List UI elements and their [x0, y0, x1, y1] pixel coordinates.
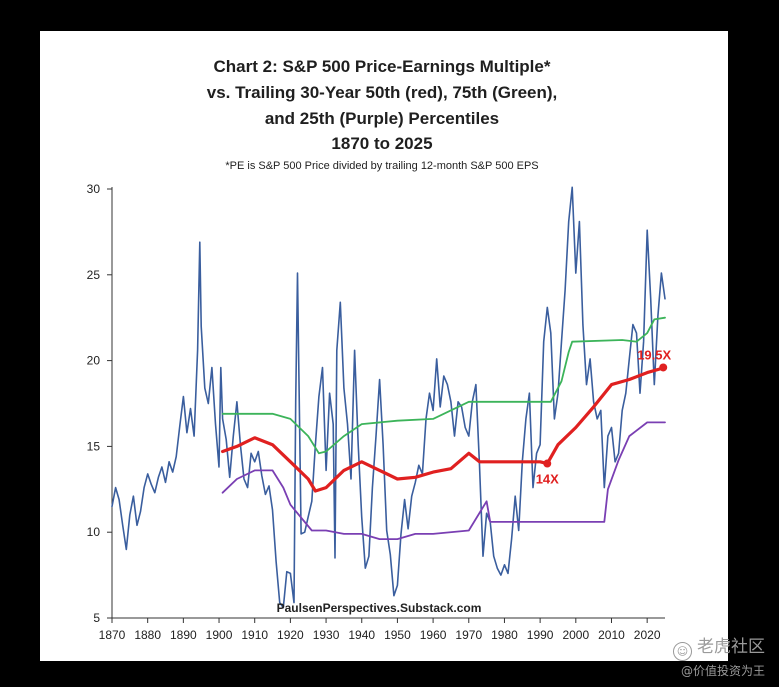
series-line-1: [221, 316, 666, 455]
x-tick-label: 1930: [313, 628, 340, 642]
x-tick-label: 1870: [99, 628, 126, 642]
annotation-marker: [543, 459, 552, 468]
chart-subtitle: *PE is S&P 500 Price divided by trailing…: [225, 160, 538, 172]
x-tick-label: 1940: [348, 628, 375, 642]
x-tick-label: 1900: [206, 628, 233, 642]
source-label: PaulsenPerspectives.Substack.com: [277, 601, 482, 615]
series-line-0: [111, 186, 666, 609]
chart-title-line-3: and 25th (Purple) Percentiles: [265, 109, 499, 128]
y-tick-label: 15: [87, 439, 101, 453]
watermark-brand: 老虎社区: [697, 637, 765, 657]
x-tick-label: 1990: [527, 628, 554, 642]
watermark-line-2: @价值投资为王: [680, 664, 765, 678]
chart-title-line-1: Chart 2: S&P 500 Price-Earnings Multiple…: [214, 57, 551, 76]
y-tick-label: 25: [87, 268, 101, 282]
x-tick-label: 1960: [420, 628, 447, 642]
series-line-3: [221, 421, 666, 540]
x-tick-label: 1890: [170, 628, 197, 642]
axes: 5 10 15 20 25 30 1870 1880 1890 1900 1910 1920 1930 1…: [87, 182, 665, 642]
series-line-2: [221, 365, 667, 493]
y-tick-label: 5: [93, 611, 100, 625]
chart-title-block: Chart 2: S&P 500 Price-Earnings Multiple…: [207, 57, 558, 172]
x-tick-label: 1980: [491, 628, 518, 642]
x-tick-label: 1970: [455, 628, 482, 642]
x-tick-label: 1950: [384, 628, 411, 642]
x-tick-label: 2010: [598, 628, 625, 642]
y-tick-label: 30: [87, 182, 101, 196]
annotation-label: 19.5X: [637, 347, 671, 362]
annotation-label: 14X: [536, 472, 559, 487]
y-tick-label: 20: [87, 354, 101, 368]
chart-title-line-2: vs. Trailing 30-Year 50th (red), 75th (G…: [207, 83, 558, 102]
x-tick-label: 1880: [134, 628, 161, 642]
series-group: [111, 186, 667, 609]
chart-svg: Chart 2: S&P 500 Price-Earnings Multiple…: [87, 57, 672, 642]
x-tick-label: 1920: [277, 628, 304, 642]
x-tick-label: 2000: [562, 628, 589, 642]
watermark-line-1: ☺ 老虎社区: [673, 632, 765, 661]
annotation-marker: [659, 363, 668, 372]
x-tick-label: 1910: [241, 628, 268, 642]
chart-card: Chart 2: S&P 500 Price-Earnings Multiple…: [40, 31, 728, 661]
x-tick-label: 2020: [634, 628, 661, 642]
annotations: 19.5X 14X: [536, 347, 672, 486]
y-tick-label: 10: [87, 525, 101, 539]
community-logo-icon: ☺: [673, 642, 692, 661]
chart-title-line-4: 1870 to 2025: [331, 134, 432, 153]
